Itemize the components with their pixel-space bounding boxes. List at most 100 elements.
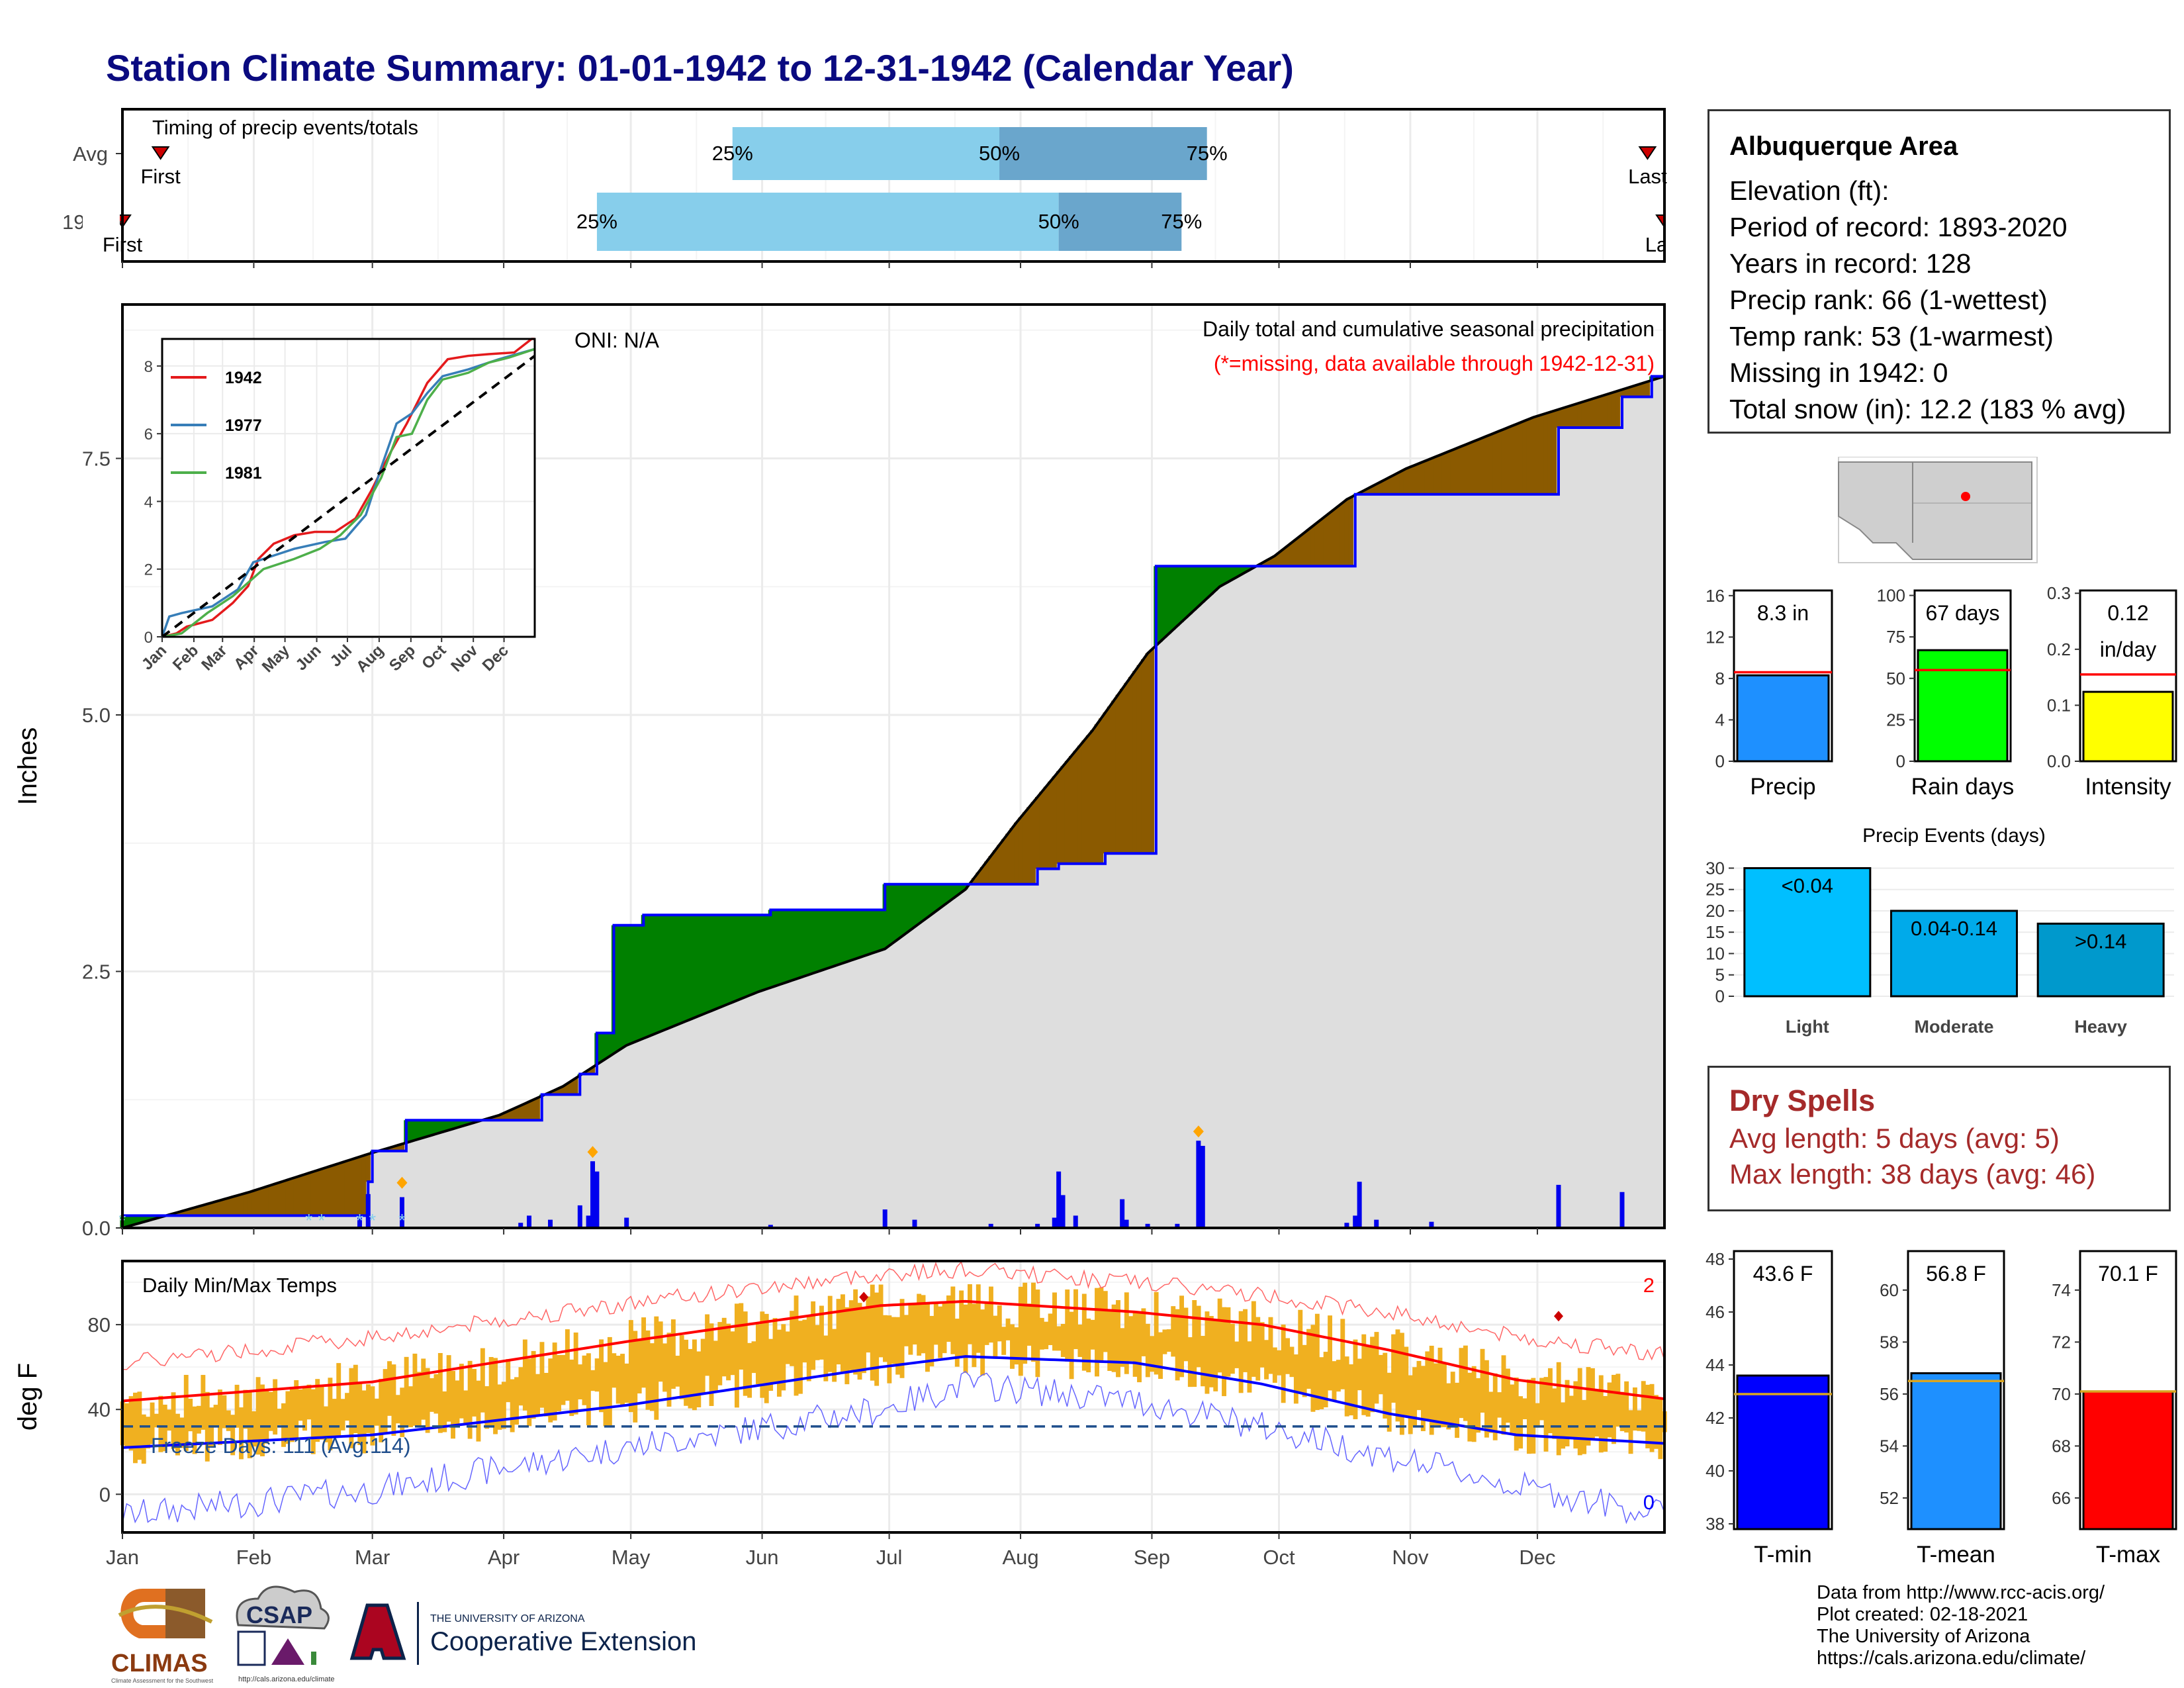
daily-temp-bar xyxy=(349,1368,354,1448)
daily-temp-bar xyxy=(1132,1311,1138,1377)
precip-departure-bar xyxy=(526,1102,532,1121)
daily-temp-bar xyxy=(806,1315,811,1382)
precip-departure-bar xyxy=(590,1067,596,1074)
daily-precip-bar xyxy=(1052,1217,1057,1228)
daily-temp-bar xyxy=(1060,1323,1066,1357)
precip-departure-bar xyxy=(1420,461,1426,494)
precip-departure-bar xyxy=(1221,566,1226,585)
precip-departure-bar xyxy=(929,884,934,915)
daily-precip-bar xyxy=(527,1215,532,1228)
precip-departure-bar xyxy=(1611,392,1616,428)
daily-temp-bar xyxy=(1433,1363,1439,1426)
daily-temp-bar xyxy=(1187,1337,1193,1387)
daily-temp-bar xyxy=(1056,1326,1062,1351)
precip-departure-bar xyxy=(1501,429,1506,494)
precip-departure-bar xyxy=(1382,479,1388,494)
daily-temp-bar xyxy=(421,1358,426,1420)
daily-temp-bar xyxy=(1459,1348,1464,1419)
inset-average-dashed-line xyxy=(161,354,536,638)
mini-bar-y-tick-label: 40 xyxy=(1706,1461,1725,1481)
daily-temp-bar xyxy=(1484,1360,1489,1438)
daily-temp-bar xyxy=(1310,1325,1316,1412)
precip-departure-bar xyxy=(387,1147,392,1151)
precip-departure-bar xyxy=(183,1209,189,1216)
daily-temp-bar xyxy=(357,1383,363,1446)
precip-departure-bar xyxy=(725,915,731,1004)
mini-bar-y-tick-label: 46 xyxy=(1706,1302,1725,1322)
precip-departure-bar xyxy=(336,1163,341,1216)
daily-precip-bar xyxy=(1619,1192,1625,1228)
mini-bar-y-tick-label: 50 xyxy=(1886,669,1905,688)
daily-temp-bar xyxy=(1598,1375,1604,1453)
precip-departure-bar xyxy=(1615,391,1621,428)
precip-departure-bar xyxy=(1454,448,1459,494)
record-low-count: 0 xyxy=(1643,1491,1655,1514)
daily-temp-bar xyxy=(1586,1367,1591,1446)
precip-departure-bar xyxy=(794,910,799,979)
daily-temp-bar xyxy=(573,1332,578,1415)
inset-series-line xyxy=(161,338,535,638)
precip-departure-bar xyxy=(1390,475,1396,494)
daily-temp-bar xyxy=(768,1338,774,1391)
precip-departure-bar xyxy=(1602,395,1608,428)
precip-departure-bar xyxy=(946,884,951,902)
daily-temp-bar xyxy=(1103,1291,1108,1352)
daily-temp-bar xyxy=(1628,1410,1633,1454)
dry-spells-box: Dry Spells Avg length: 5 days (avg: 5) M… xyxy=(1707,1066,2171,1211)
precip-departure-bar xyxy=(1187,566,1193,614)
daily-temp-bar xyxy=(1196,1305,1201,1368)
daily-temp-bar xyxy=(1001,1327,1007,1355)
precip-departure-bar xyxy=(925,884,930,918)
daily-temp-bar xyxy=(1336,1360,1341,1392)
precip-departure-bar xyxy=(1509,426,1515,494)
daily-temp-bar xyxy=(963,1304,968,1374)
precip-departure-bar xyxy=(666,915,672,1029)
daily-temp-bar xyxy=(1594,1390,1600,1437)
daily-temp-bar xyxy=(815,1325,820,1360)
daily-temp-bar xyxy=(938,1306,943,1358)
daily-temp-bar xyxy=(679,1335,684,1399)
daily-temp-bar xyxy=(1361,1334,1367,1415)
precip-departure-bar xyxy=(861,910,866,957)
daily-temp-bar xyxy=(201,1375,206,1430)
inset-y-tick-label: 2 xyxy=(144,561,153,579)
precip-departure-bar xyxy=(1577,402,1582,428)
ua-logo: THE UNIVERSITY OF ARIZONA Cooperative Ex… xyxy=(349,1602,696,1665)
precip-departure-bar xyxy=(518,1105,523,1121)
daily-temp-bar xyxy=(1107,1309,1113,1371)
daily-temp-bar xyxy=(840,1294,845,1373)
daily-temp-bar xyxy=(790,1311,795,1366)
timing-bar-q25-q50 xyxy=(596,193,1059,251)
daily-temp-bar xyxy=(599,1339,604,1413)
precip-departure-bar xyxy=(1416,463,1422,494)
precip-departure-bar xyxy=(1535,416,1540,494)
precip-departure-bar xyxy=(1035,797,1040,869)
mini-bar-y-tick-label: 68 xyxy=(2052,1436,2071,1456)
daily-temp-bar xyxy=(1217,1298,1222,1373)
precip-departure-bar xyxy=(1628,387,1633,397)
precip-departure-bar xyxy=(1441,453,1447,494)
precip-departure-bar xyxy=(988,856,993,884)
cum-y-tick-label: 7.5 xyxy=(82,447,111,471)
precip-departure-bar xyxy=(1212,566,1218,591)
precip-departure-bar xyxy=(175,1212,180,1216)
precip-departure-bar xyxy=(649,915,655,1035)
precip-events-chart: Precip Events (days) <0.04 Light 0.04-0.14 M… xyxy=(1706,825,2174,1037)
precip-departure-bar xyxy=(836,910,841,965)
mini-bar-value xyxy=(1910,1372,2002,1530)
daily-precip-bar xyxy=(1056,1171,1062,1228)
station-missing: Missing in 1942: 0 xyxy=(1729,357,1948,388)
precip-departure-bar xyxy=(916,884,922,924)
daily-temp-bar xyxy=(391,1364,396,1436)
daily-temp-bar xyxy=(260,1384,265,1456)
csap-text: CSAP xyxy=(246,1601,312,1628)
daily-temp-bar xyxy=(594,1358,600,1392)
daily-temp-bar xyxy=(239,1407,244,1460)
precip-departure-bar xyxy=(1619,389,1625,397)
precip-departure-bar xyxy=(1289,542,1295,567)
daily-temp-bar xyxy=(150,1402,155,1444)
mini-bar-y-tick-label: 16 xyxy=(1706,586,1725,606)
precip-events-y-tick-label: 0 xyxy=(1715,986,1725,1006)
daily-temp-bar xyxy=(1645,1384,1651,1448)
precip-events-bar-label: 0.04-0.14 xyxy=(1911,917,1997,940)
